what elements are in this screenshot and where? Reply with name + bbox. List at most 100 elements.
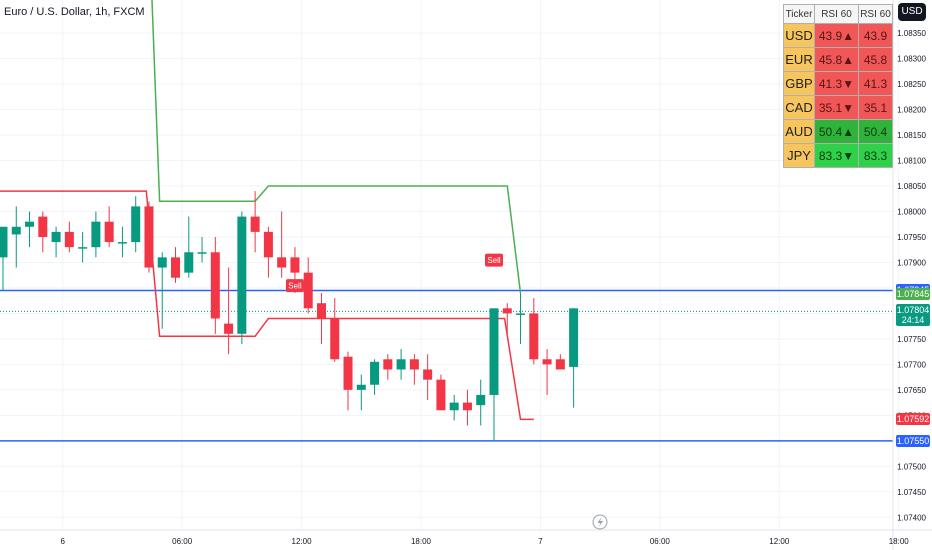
rsi-value: 45.8: [858, 47, 893, 72]
y-tick-label: 1.08300: [897, 55, 926, 64]
candle-body: [529, 313, 539, 360]
rsi-value: 41.3: [858, 71, 893, 96]
candle-body: [104, 221, 114, 243]
y-tick-label: 1.08050: [897, 182, 926, 191]
candle-body: [171, 257, 181, 278]
rsi-ticker: AUD: [783, 119, 815, 144]
rsi-row: CAD 35.1▼ 35.1: [783, 95, 893, 120]
rsi-value: 83.3: [858, 143, 893, 168]
candle-body: [423, 369, 433, 380]
rsi-row: EUR 45.8▲ 45.8: [783, 47, 893, 72]
candle-body: [210, 252, 220, 319]
y-tick-label: 1.08350: [897, 29, 926, 38]
rsi-row: USD 43.9▲ 43.9: [783, 23, 893, 48]
sell-signals: Sell Sell: [285, 253, 503, 293]
upper-band-line: [151, 0, 522, 294]
candle-body: [11, 226, 21, 235]
sell-signal-badge: [484, 253, 503, 267]
candle-body: [144, 206, 154, 268]
rsi-value-arrow: 50.4▲: [814, 119, 859, 144]
rsi-ticker: EUR: [783, 47, 815, 72]
y-tick-label: 1.07450: [897, 488, 926, 497]
y-tick-label: 1.07700: [897, 360, 926, 369]
rsi-header-ticker: Ticker: [783, 4, 815, 24]
currency-button[interactable]: USD: [898, 3, 926, 21]
price-label: 1.07592: [896, 413, 930, 426]
y-tick-label: 1.07750: [897, 335, 926, 344]
x-tick-label: 06:00: [650, 537, 671, 546]
x-tick-label: 18:00: [411, 537, 432, 546]
candle-body: [356, 384, 366, 390]
candle-body: [303, 272, 313, 309]
rsi-ticker: CAD: [783, 95, 815, 120]
chart-grid: [0, 0, 900, 530]
rsi-table: Ticker RSI 60 RSI 60 USD 43.9▲ 43.9 EUR 45.8…: [783, 4, 893, 168]
candle-body: [316, 303, 326, 319]
price-label: 1.07845: [896, 288, 930, 301]
rsi-value: 50.4: [858, 119, 893, 144]
candlestick-series: [0, 191, 579, 441]
candle-body: [516, 313, 526, 315]
candle-body: [489, 308, 499, 395]
candle-body: [91, 221, 101, 248]
candle-body: [436, 379, 446, 411]
rsi-value-arrow: 43.9▲: [814, 23, 859, 48]
chart-title: Euro / U.S. Dollar, 1h, FXCM: [4, 6, 145, 18]
x-tick-label: 12:00: [292, 537, 313, 546]
price-label: 24:14: [896, 313, 930, 326]
candle-body: [370, 361, 380, 385]
candle-body: [64, 231, 74, 248]
candle-body: [449, 402, 459, 411]
rsi-ticker: GBP: [783, 71, 815, 96]
y-tick-label: 1.08200: [897, 106, 926, 115]
rsi-value-arrow: 35.1▼: [814, 95, 859, 120]
candle-body: [78, 247, 88, 249]
candle-body: [0, 226, 8, 258]
candle-body: [462, 402, 472, 411]
candle-body: [409, 359, 419, 370]
candle-body: [290, 257, 300, 273]
candle-body: [263, 231, 273, 258]
candle-body: [51, 231, 61, 243]
candle-body: [117, 242, 127, 244]
sell-signal-label: Sell: [288, 282, 302, 291]
price-axis: 1.08350 1.08300 1.08250 1.08200 1.08150 1.081…: [892, 0, 927, 550]
price-label: 1.07804: [896, 303, 930, 316]
candle-body: [396, 359, 406, 370]
x-tick-label: 18:00: [889, 537, 910, 546]
rsi-ticker: USD: [783, 23, 815, 48]
y-tick-label: 1.08250: [897, 80, 926, 89]
candle-body: [157, 257, 167, 268]
candle-body: [131, 206, 141, 243]
rsi-header-value: RSI 60: [858, 4, 893, 24]
candle-body: [569, 308, 579, 367]
candle-body: [38, 216, 48, 237]
candle-body: [250, 216, 260, 232]
price-label: 1.07550: [896, 434, 930, 447]
x-tick-label: 06:00: [172, 537, 193, 546]
candle-body: [502, 308, 512, 314]
candle-body: [330, 318, 340, 360]
x-tick-label: 7: [538, 537, 543, 546]
candle-body: [197, 252, 207, 254]
rsi-row: GBP 41.3▼ 41.3: [783, 71, 893, 96]
rsi-value-arrow: 83.3▼: [814, 143, 859, 168]
candle-body: [224, 323, 234, 334]
rsi-value: 43.9: [858, 23, 893, 48]
rsi-header-rsi: RSI 60: [814, 4, 859, 24]
y-tick-label: 1.08150: [897, 131, 926, 140]
y-tick-label: 1.07650: [897, 386, 926, 395]
lightning-icon[interactable]: [592, 514, 608, 530]
rsi-value-arrow: 45.8▲: [814, 47, 859, 72]
y-tick-label: 1.07900: [897, 258, 926, 267]
candle-body: [277, 257, 287, 268]
y-tick-label: 1.07500: [897, 462, 926, 471]
y-tick-label: 1.07950: [897, 233, 926, 242]
sell-signal-badge: [285, 279, 304, 293]
lower-band-line: [0, 190, 534, 421]
rsi-ticker: JPY: [783, 143, 815, 168]
candle-body: [383, 359, 393, 370]
x-tick-label: 6: [60, 537, 65, 546]
